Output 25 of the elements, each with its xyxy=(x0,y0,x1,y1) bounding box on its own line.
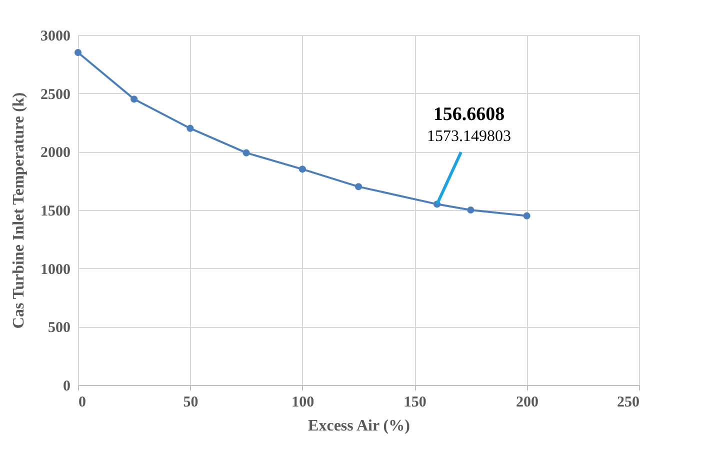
x-axis-title: Excess Air (%) xyxy=(308,418,410,434)
point xyxy=(354,183,362,190)
x-tick-label: 250 xyxy=(617,394,640,410)
annotation: 156.6608 xyxy=(433,104,505,126)
annotation: 1573.149803 xyxy=(427,128,512,146)
y-tick-label: 2000 xyxy=(40,145,70,162)
x-tick-label: 200 xyxy=(516,394,539,410)
x-tick-label: 50 xyxy=(183,394,198,410)
y-tick-label: 500 xyxy=(48,320,70,336)
x-tick-label: 0 xyxy=(78,394,86,410)
x-tick-label: 150 xyxy=(404,394,426,410)
y-tick-label: 0 xyxy=(63,378,70,394)
point xyxy=(298,166,306,173)
point xyxy=(523,212,530,220)
y-tick-label: 3000 xyxy=(40,28,70,44)
y-tick-label: 1000 xyxy=(40,262,70,278)
y-tick-label: 1500 xyxy=(40,204,70,220)
point xyxy=(74,48,82,56)
point xyxy=(242,149,250,156)
y-axis-title: Cas Turbine Inlet Temperature (k) xyxy=(10,92,28,329)
point xyxy=(130,96,138,103)
point xyxy=(467,206,474,214)
y-tick-label: 2500 xyxy=(40,86,70,103)
point xyxy=(186,124,194,132)
x-tick-label: 100 xyxy=(292,394,314,410)
